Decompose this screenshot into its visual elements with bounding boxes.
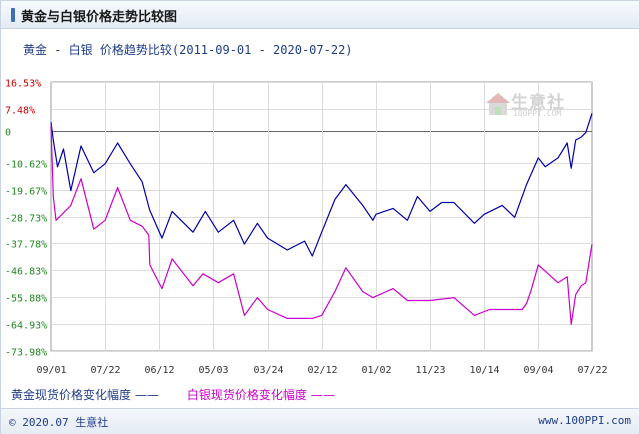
y-tick-label: 16.53% xyxy=(5,79,41,90)
series-line-silver xyxy=(50,125,593,325)
x-tick-label: 05/03 xyxy=(198,365,228,376)
y-tick-label: 0 xyxy=(5,128,11,139)
page-title: 黄金与白银价格走势比较图 xyxy=(21,10,178,25)
y-tick-label: -10.62% xyxy=(5,160,47,171)
x-tick-label: 07/22 xyxy=(577,365,607,376)
chart-grid xyxy=(50,81,593,352)
y-axis-labels: 16.53% 7.48% 0 -10.62% -19.67% -28.73% -37.78%… xyxy=(5,79,47,359)
watermark-logo-icon xyxy=(486,93,510,115)
x-tick-label: 11/23 xyxy=(415,365,445,376)
chart-date-range: (2011-09-01 - 2020-07-22) xyxy=(171,43,353,57)
x-tick-label: 09/04 xyxy=(523,365,553,376)
x-tick-label: 09/01 xyxy=(36,365,66,376)
line-chart: 16.53% 7.48% 0 -10.62% -19.67% -28.73% -37.78%… xyxy=(5,79,608,377)
chart-title-text: 黄金 - 白银 价格趋势比较 xyxy=(23,43,172,57)
y-tick-label: -37.78% xyxy=(5,240,47,251)
y-tick-label: -19.67% xyxy=(5,187,47,198)
x-tick-label: 02/12 xyxy=(307,365,337,376)
x-tick-label: 10/14 xyxy=(469,365,499,376)
watermark-url: 100PPI.COM xyxy=(513,109,562,118)
legend-silver: 白银现货价格变化幅度 —— xyxy=(187,388,335,402)
title-marker-icon xyxy=(11,8,15,22)
title-bar: 黄金与白银价格走势比较图 xyxy=(1,1,639,29)
legend-gold-line: —— xyxy=(134,388,159,402)
legend-silver-line: —— xyxy=(310,388,335,402)
watermark-door xyxy=(495,107,501,115)
chart-title: 黄金 - 白银 价格趋势比较(2011-09-01 - 2020-07-22) xyxy=(23,41,353,58)
footer-link[interactable]: www.100PPI.com xyxy=(538,414,631,427)
legend-silver-label: 白银现货价格变化幅度 xyxy=(186,388,307,402)
footer: © 2020.07 生意社 www.100PPI.com xyxy=(1,408,639,434)
legend: 黄金现货价格变化幅度 —— 白银现货价格变化幅度 —— xyxy=(11,386,335,403)
x-tick-label: 07/22 xyxy=(90,365,120,376)
legend-gold-label: 黄金现货价格变化幅度 xyxy=(11,388,132,402)
x-axis-labels: 09/01 07/22 06/12 05/03 03/24 02/12 01/02 11/23… xyxy=(36,365,607,376)
legend-gold: 黄金现货价格变化幅度 —— xyxy=(11,388,159,402)
watermark-roof xyxy=(486,93,510,103)
series-line-gold xyxy=(50,113,593,257)
y-tick-label: -73.98% xyxy=(5,348,47,359)
y-tick-label: -46.83% xyxy=(5,267,47,278)
y-tick-label: -64.93% xyxy=(5,321,47,332)
watermark: 生意社 100PPI.COM xyxy=(479,87,589,123)
chart-series xyxy=(50,113,593,325)
watermark-brand: 生意社 xyxy=(511,93,565,113)
x-tick-label: 06/12 xyxy=(144,365,174,376)
y-tick-label: -55.88% xyxy=(5,294,47,305)
x-tick-label: 01/02 xyxy=(361,365,391,376)
y-tick-label: -28.73% xyxy=(5,214,47,225)
footer-copyright: © 2020.07 生意社 xyxy=(9,416,109,429)
x-tick-label: 03/24 xyxy=(253,365,283,376)
y-tick-label: 7.48% xyxy=(5,106,35,117)
